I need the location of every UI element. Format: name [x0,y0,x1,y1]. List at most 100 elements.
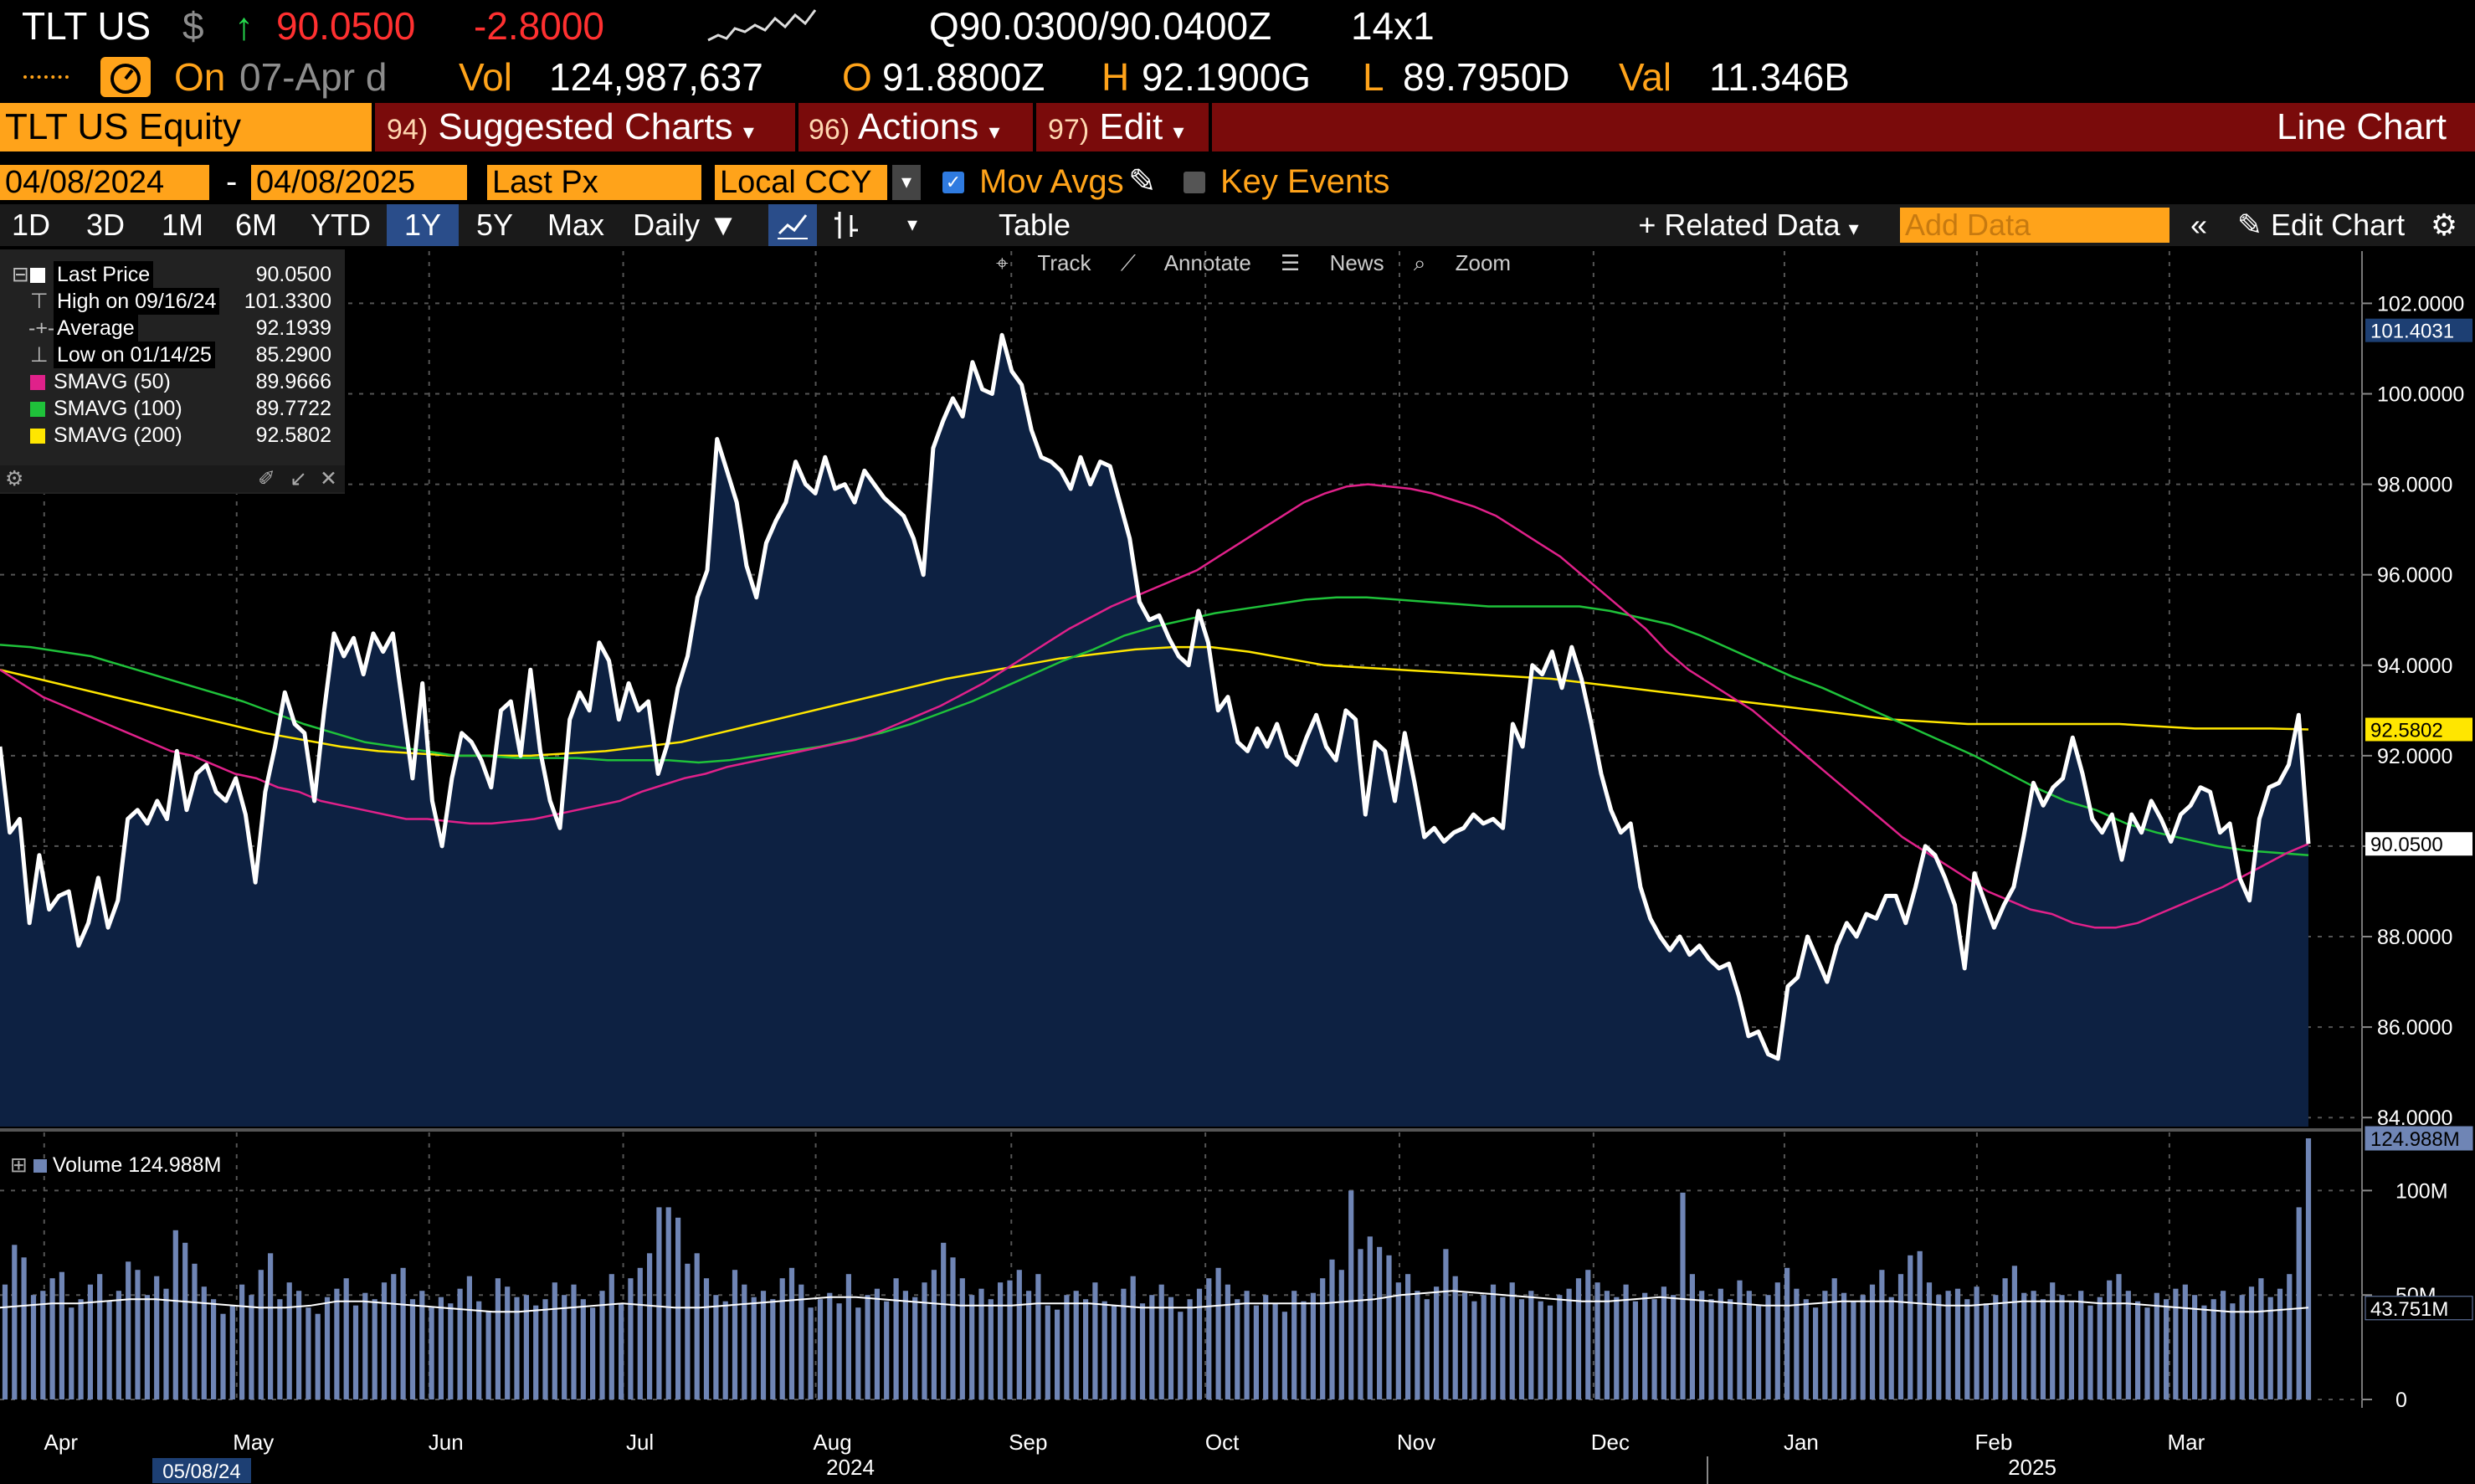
mov-avgs-label[interactable]: Mov Avgs [979,163,1124,200]
caret-down-icon[interactable]: ▾ [892,165,921,200]
gear-icon[interactable]: ⚙ [5,467,24,490]
currency-select[interactable]: Local CCY [715,165,887,200]
edit-menu[interactable]: 97) Edit ▾ [1048,103,1184,151]
news-tool[interactable]: News [1329,250,1384,275]
price-chart[interactable]: Apr May Jun Jul Aug Sep Oct Nov Dec Jan Feb Mar 2024… [0,251,2475,1484]
volume-bar [1954,1288,1961,1399]
frequency-select[interactable]: Daily ▼ [623,204,748,246]
volume-bar [485,1312,491,1399]
caret-down-icon: ▼ [708,208,738,242]
line-chart-icon[interactable] [768,204,817,246]
volume-bar [2182,1284,2188,1399]
annotate-tool[interactable]: Annotate [1163,250,1251,275]
price-tag [2365,318,2472,342]
volume-bar [1547,1305,1553,1399]
volume-bar [1822,1291,1828,1399]
volume-bar [1367,1236,1373,1399]
volume-bar [154,1276,160,1399]
checkbox-unchecked-icon[interactable] [1184,172,1205,193]
y-tick-label: 88.0000 [2377,926,2452,949]
volume-legend-value: 124.988M [128,1153,222,1177]
gear-icon[interactable]: ⚙ [2430,208,2458,242]
end-date-field[interactable]: 04/08/2025 [251,165,444,200]
resize-icon[interactable]: ↙ [290,467,307,490]
volume-bar [1291,1291,1297,1399]
volume-bar [192,1263,198,1399]
high-value: 92.1900G [1142,55,1312,99]
volume-average-line [0,1290,2309,1313]
checkbox-checked-icon[interactable]: ✓ [942,172,964,193]
highlight-date-label: 05/08/24 [162,1461,240,1483]
volume-bar [590,1307,596,1399]
gauge-icon[interactable] [100,57,151,97]
security-field[interactable]: TLT US Equity [0,103,373,151]
legend-swatch [30,402,45,417]
legend-label: SMAVG (50) [54,370,171,393]
volume-bar [1244,1291,1250,1399]
period-1y[interactable]: 1Y [387,204,459,246]
volume-bar [1708,1299,1714,1399]
period-ytd[interactable]: YTD [311,208,371,242]
period-3d[interactable]: 3D [85,208,126,242]
val-label: Val [1619,55,1672,99]
key-events-label[interactable]: Key Events [1220,163,1390,200]
open-value: 91.8800Z [882,55,1045,99]
volume-bar [922,1282,927,1399]
add-data-input[interactable]: Add Data [1900,208,2169,243]
field-select[interactable]: Last Px [487,165,701,200]
volume-bar [2277,1288,2283,1399]
calendar-icon[interactable] [186,165,209,200]
start-date-field[interactable]: 04/08/2024 [0,165,187,200]
period-max[interactable]: Max [547,208,604,242]
volume-bar [1083,1299,1089,1399]
volume-bar [1908,1255,1913,1399]
volume-bar [1415,1291,1420,1399]
quote-header: TLT US $ ↑ 90.0500 -2.8000 Q90.0300/90.0… [0,0,2475,52]
caret-down-icon[interactable]: ▾ [906,213,918,236]
legend-label: SMAVG (100) [54,397,182,420]
volume-bar [144,1295,150,1399]
period-1m[interactable]: 1M [161,208,203,242]
volume-bar [2050,1282,2056,1399]
volume-bar [1500,1297,1506,1399]
volume-swatch [33,1159,47,1173]
volume-bar [1225,1284,1230,1399]
menu-number: 97) [1048,114,1090,146]
close-icon[interactable]: ✕ [320,467,337,490]
average-marker-icon: -+- [28,316,55,340]
period-6m[interactable]: 6M [234,208,277,242]
actions-menu[interactable]: 96) Actions ▾ [809,103,1000,151]
y-tick-label: 98.0000 [2377,474,2452,497]
volume-bar [1651,1299,1657,1399]
price-line [0,332,2311,1061]
period-1d[interactable]: 1D [11,208,51,242]
volume-bar [249,1295,254,1399]
legend-footer: ⚙ ✐ ↙ ✕ [0,465,345,492]
volume-bar [742,1284,747,1399]
last-price: 90.0500 [276,4,416,48]
period-5y[interactable]: 5Y [475,208,514,242]
legend-value: 89.7722 [255,397,331,420]
year-label: 2024 [826,1455,875,1480]
highlight-date-box [152,1458,251,1483]
track-tool[interactable]: Track [1037,250,1091,275]
table-button[interactable]: Table [951,204,1118,246]
pencil-icon[interactable]: ✎ [1128,163,1157,200]
bar-chart-icon[interactable] [825,204,867,246]
collapse-icon[interactable]: « [2190,208,2208,242]
as-of-date: 07-Apr d [239,55,388,99]
volume-tag [2365,1126,2473,1151]
currency: $ [182,4,204,48]
volume-bar [1737,1280,1743,1399]
volume-bar [1680,1192,1686,1399]
edit-chart-button[interactable]: ✎ Edit Chart [2230,204,2412,246]
suggested-charts-menu[interactable]: 94) Suggested Charts ▾ [387,103,754,151]
volume-bar [343,1278,349,1399]
calendar-icon[interactable] [444,165,467,200]
pin-icon[interactable]: ✐ [258,467,275,490]
volume-bar [2040,1299,2046,1399]
zoom-tool[interactable]: Zoom [1455,250,1512,275]
volume-bar [163,1288,169,1399]
volume-bar [315,1313,321,1399]
related-data-button[interactable]: + Related Data ▾ [1627,204,1870,246]
